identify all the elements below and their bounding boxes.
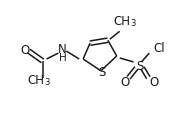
Text: CH: CH xyxy=(113,15,130,28)
Text: Cl: Cl xyxy=(153,41,165,54)
Text: O: O xyxy=(150,76,159,88)
Text: H: H xyxy=(59,53,66,62)
Text: 3: 3 xyxy=(44,77,50,86)
Text: S: S xyxy=(136,60,143,73)
Text: O: O xyxy=(120,76,129,88)
Text: N: N xyxy=(58,43,67,56)
Text: S: S xyxy=(98,66,106,79)
Text: 3: 3 xyxy=(130,19,135,28)
Text: CH: CH xyxy=(28,73,45,86)
Text: O: O xyxy=(20,43,30,56)
